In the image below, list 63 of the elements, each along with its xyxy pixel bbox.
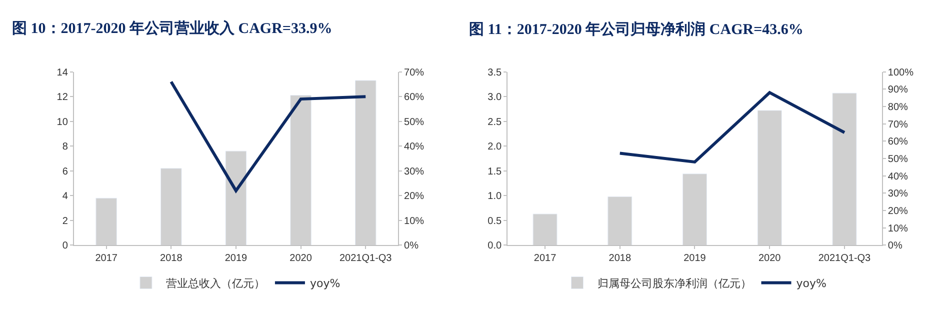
- y-tick-label: 4: [62, 191, 68, 202]
- x-tick-label: 2018: [160, 253, 183, 264]
- y2-tick-label: 60%: [888, 136, 908, 148]
- y2-tick-label: 10%: [404, 216, 424, 227]
- y-tick-label: 0: [62, 240, 68, 252]
- bar: [96, 198, 117, 246]
- y2-tick-label: 70%: [404, 67, 424, 78]
- x-tick-label: 2020: [290, 253, 312, 264]
- x-tick-label: 2017: [534, 253, 557, 264]
- y2-tick-label: 20%: [404, 191, 424, 202]
- y2-tick-label: 30%: [888, 188, 908, 200]
- y2-tick-label: 0%: [888, 240, 902, 252]
- bar: [160, 168, 182, 246]
- y-tick-label: 6: [62, 166, 68, 178]
- x-tick-label: 2019: [224, 253, 248, 264]
- y-tick-label: 8: [62, 142, 68, 153]
- legend-label: yoy%: [310, 277, 340, 290]
- chart-title: 图 11：2017-2020 年公司归母净利润 CAGR=43.6%: [469, 20, 804, 38]
- y-tick-label: 14: [56, 67, 68, 78]
- y2-tick-label: 20%: [888, 206, 908, 218]
- y2-tick-label: 100%: [888, 67, 914, 78]
- bar: [757, 110, 782, 246]
- y-tick-label: 1.0: [488, 191, 502, 202]
- y2-tick-label: 0%: [404, 240, 419, 252]
- chart-title: 图 10：2017-2020 年公司营业收入 CAGR=33.9%: [12, 20, 332, 37]
- x-tick-label: 2021Q1-Q3: [339, 253, 392, 264]
- legend-label: 归属母公司股东净利润（亿元）: [597, 277, 752, 290]
- y2-tick-label: 30%: [404, 166, 424, 178]
- bar: [682, 174, 707, 246]
- line-series: [170, 80, 368, 192]
- x-tick-label: 2018: [608, 253, 632, 264]
- x-tick-label: 2019: [684, 253, 706, 264]
- y-tick-label: 0.5: [488, 216, 502, 227]
- bar: [225, 150, 247, 246]
- y2-tick-label: 70%: [888, 119, 908, 130]
- y2-tick-label: 80%: [888, 102, 908, 113]
- y-tick-label: 2.5: [488, 116, 502, 128]
- y2-tick-label: 10%: [888, 223, 908, 234]
- y2-tick-label: 60%: [404, 92, 424, 104]
- line-series: [618, 91, 846, 164]
- legend-label: 营业总收入（亿元）: [166, 277, 265, 290]
- bar: [290, 95, 312, 246]
- x-tick-label: 2020: [758, 253, 782, 264]
- x-tick-label: 2017: [95, 253, 118, 264]
- bar: [532, 214, 558, 246]
- y-tick-label: 2: [62, 216, 68, 227]
- bar: [832, 92, 857, 246]
- y-tick-label: 10: [56, 116, 68, 128]
- y2-tick-label: 90%: [888, 84, 908, 96]
- y-tick-label: 12: [56, 92, 68, 104]
- y-tick-label: 1.5: [488, 166, 502, 178]
- legend-label: yoy%: [796, 277, 826, 290]
- y-tick-label: 2.0: [488, 142, 502, 153]
- y2-tick-label: 50%: [888, 154, 908, 165]
- bar: [608, 196, 632, 246]
- y2-tick-label: 40%: [404, 142, 424, 153]
- y2-tick-label: 50%: [404, 116, 424, 128]
- y-tick-label: 3.5: [488, 67, 502, 78]
- y-tick-label: 0.0: [488, 240, 502, 252]
- bar: [354, 80, 376, 246]
- y-tick-label: 3.0: [488, 92, 502, 104]
- y2-tick-label: 40%: [888, 171, 908, 182]
- x-tick-label: 2021Q1-Q3: [818, 253, 872, 264]
